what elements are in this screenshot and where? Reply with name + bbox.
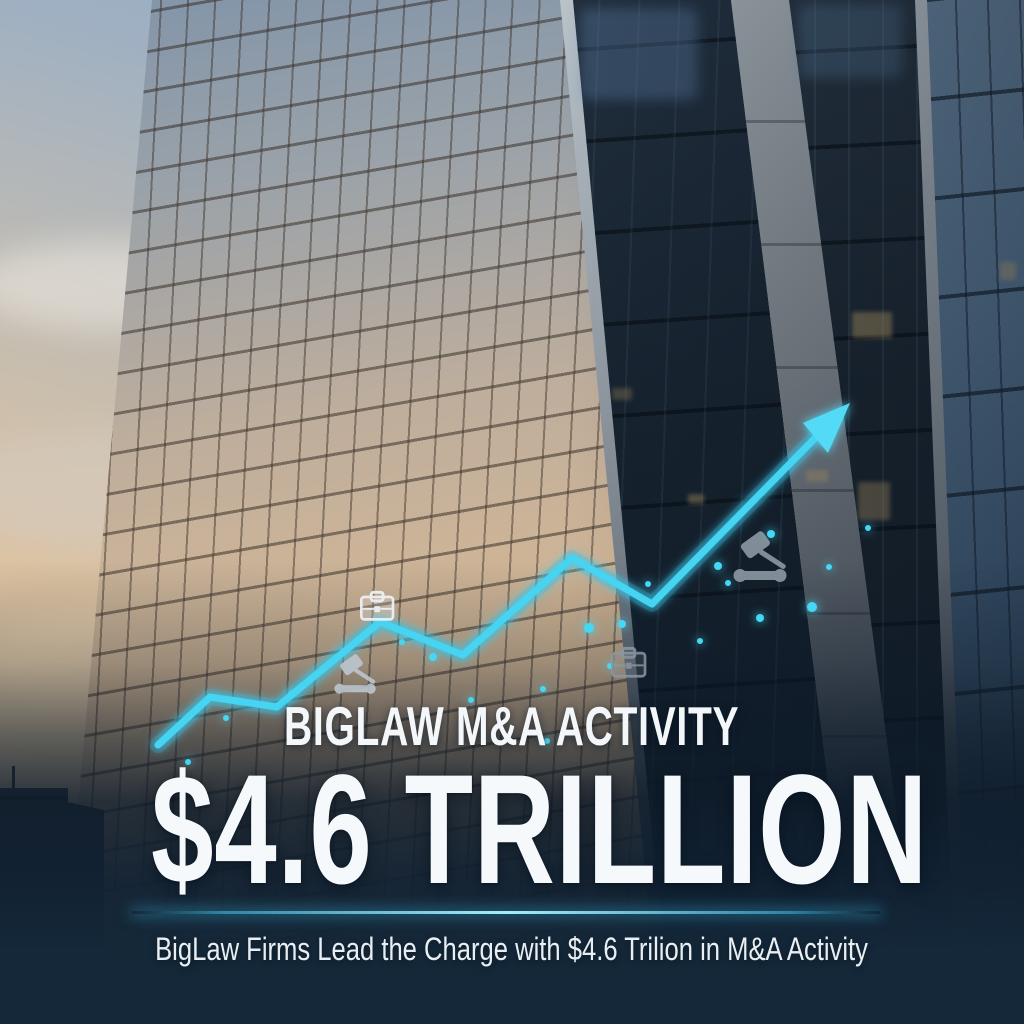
headline-text: BIGLAW M&A ACTIVITY: [284, 695, 740, 757]
subtitle-text: BigLaw Firms Lead the Charge with $4.6 T…: [155, 931, 869, 967]
glow-dot: [540, 686, 546, 692]
glow-dot: [807, 602, 817, 612]
stat-figure: $4.6 TRILLION: [0, 752, 1024, 908]
gavel-icon-2: [733, 529, 787, 582]
glow-dot: [584, 623, 594, 633]
glow-dot: [714, 562, 722, 570]
glow-dot: [429, 653, 437, 661]
glow-divider: [132, 911, 880, 914]
glow-dot: [865, 525, 871, 531]
glow-dot: [767, 530, 775, 538]
glow-dot: [544, 738, 550, 744]
glow-dot: [725, 580, 731, 586]
lit-window: [806, 470, 828, 482]
lit-window: [852, 312, 892, 338]
sky-reflection: [798, 4, 902, 78]
chart-icons: [334, 529, 787, 694]
bottom-dark-overlay: [0, 560, 1024, 1024]
stat-text: $4.6 TRILLION: [151, 743, 929, 917]
lit-window: [688, 494, 704, 504]
subtitle: BigLaw Firms Lead the Charge with $4.6 T…: [0, 931, 1024, 968]
sky-reflection: [580, 8, 698, 100]
lit-window: [858, 482, 890, 520]
glow-dot: [185, 759, 191, 765]
glow-dot: [399, 639, 405, 645]
trend-arrowhead: [803, 403, 850, 453]
glow-dot: [223, 715, 229, 721]
headline: BIGLAW M&A ACTIVITY: [0, 694, 1024, 758]
glow-dot: [618, 620, 626, 628]
briefcase-icon-2: [610, 646, 647, 678]
glow-dot: [645, 581, 651, 587]
briefcase-icon-1: [359, 590, 395, 621]
lit-window: [1000, 262, 1016, 280]
glow-dot: [468, 697, 474, 703]
lit-window: [612, 388, 632, 400]
trend-line: [154, 427, 826, 749]
glow-dot: [756, 614, 764, 622]
glow-dot: [697, 638, 703, 644]
glow-dot: [826, 564, 832, 570]
